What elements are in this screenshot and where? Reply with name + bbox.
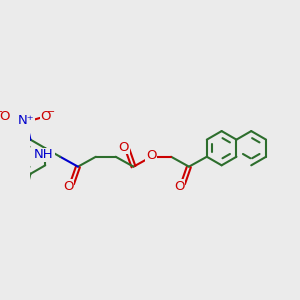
- Text: NH: NH: [34, 148, 54, 161]
- Text: N⁺: N⁺: [18, 113, 35, 127]
- Text: −: −: [47, 107, 55, 117]
- Text: O: O: [146, 149, 157, 162]
- Text: −: −: [0, 107, 3, 117]
- Text: O: O: [40, 110, 51, 122]
- Text: O: O: [0, 110, 10, 122]
- Text: O: O: [174, 180, 185, 193]
- Text: O: O: [119, 141, 129, 154]
- Text: O: O: [63, 180, 74, 193]
